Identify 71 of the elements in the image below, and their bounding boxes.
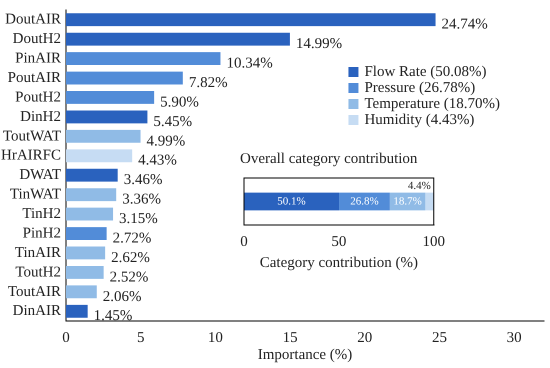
legend-label: Humidity (4.43%): [364, 112, 474, 128]
data-label: 3.36%: [122, 192, 161, 208]
y-tick-label: TinAIR: [14, 244, 62, 261]
legend-label: Pressure (26.78%): [364, 80, 476, 96]
y-tick-label: DWAT: [19, 167, 62, 184]
data-label: 2.06%: [102, 288, 142, 305]
data-label: 5.45%: [153, 114, 192, 130]
data-label: 26.8%: [350, 195, 379, 208]
y-tick-label: DoutAIR: [5, 12, 62, 28]
y-tick-label: ToutH2: [15, 264, 62, 280]
data-label: 2.52%: [110, 269, 148, 286]
legend-label: Flow Rate (50.08%): [364, 64, 487, 80]
y-tick-label: ToutWAT: [2, 128, 62, 144]
data-label: 18.7%: [393, 195, 422, 208]
x-tick-label: 5: [136, 330, 144, 346]
y-tick-label: TinWAT: [10, 186, 62, 203]
x-tick-label: 100: [422, 234, 445, 250]
x-tick-label: 50: [331, 234, 346, 250]
bar: [425, 192, 434, 210]
bar: [66, 285, 97, 298]
bar: [66, 52, 220, 66]
x-axis-title: Importance (%): [258, 346, 352, 363]
y-tick-label: TinH2: [22, 206, 62, 222]
x-tick-label: 30: [506, 330, 522, 346]
data-label: 2.72%: [112, 230, 152, 246]
y-tick-label: PinH2: [22, 225, 62, 242]
chart-title: Overall category contribution: [240, 150, 418, 167]
y-tick-label: ToutAIR: [8, 284, 62, 300]
bar: [66, 188, 116, 202]
bar: [66, 168, 118, 182]
bar: [66, 91, 154, 104]
bar: [66, 227, 107, 240]
data-label: 3.46%: [124, 172, 162, 188]
data-label: 24.74%: [442, 16, 488, 33]
y-tick-label: HrAIRFC: [0, 148, 62, 164]
data-label: 4.4%: [408, 180, 431, 192]
data-label: 3.15%: [119, 211, 158, 228]
bar: [66, 72, 183, 84]
bar: [66, 32, 290, 46]
bar: [66, 246, 106, 260]
data-label: 14.99%: [296, 36, 342, 52]
x-tick-label: 20: [357, 330, 372, 346]
x-tick-label: 25: [432, 330, 447, 346]
legend-label: Temperature (18.70%): [364, 96, 500, 112]
bar: [66, 266, 104, 279]
bar: [66, 149, 132, 162]
data-label: 4.43%: [138, 152, 177, 169]
y-tick-label: PinAIR: [15, 50, 62, 67]
x-tick-label: 0: [240, 234, 248, 250]
y-tick-label: PoutAIR: [8, 70, 62, 86]
y-tick-label: PoutH2: [15, 89, 62, 106]
bar: [66, 110, 148, 124]
bar: [244, 192, 340, 210]
data-label: 10.34%: [226, 56, 273, 72]
data-label: 50.1%: [277, 195, 306, 208]
y-tick-label: DinAIR: [12, 303, 62, 320]
data-label: 5.90%: [160, 94, 199, 110]
y-tick-label: DinH2: [20, 108, 62, 125]
data-label: 4.99%: [146, 133, 186, 150]
x-tick-label: 10: [208, 330, 223, 346]
bar: [66, 304, 88, 318]
data-label: 2.62%: [111, 250, 150, 266]
bar: [66, 13, 436, 26]
x-tick-label: 15: [282, 330, 298, 346]
x-tick-label: 0: [62, 330, 70, 346]
x-axis-title: Category contribution (%): [260, 254, 418, 271]
y-tick-label: DoutH2: [12, 31, 62, 48]
bar: [66, 208, 114, 221]
data-label: 7.82%: [188, 74, 228, 91]
data-label: 1.45%: [94, 308, 132, 324]
bar: [66, 130, 141, 143]
